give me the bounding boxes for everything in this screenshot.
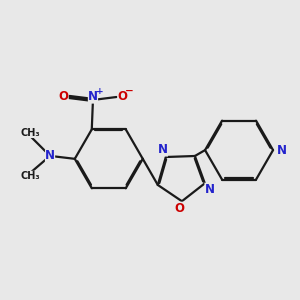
Text: +: + <box>96 87 104 96</box>
Text: N: N <box>205 183 214 196</box>
Text: O: O <box>174 202 184 215</box>
Text: CH₃: CH₃ <box>21 171 40 181</box>
Text: CH₃: CH₃ <box>21 128 40 138</box>
Text: N: N <box>277 144 287 157</box>
Text: N: N <box>88 91 98 103</box>
Text: O: O <box>58 91 68 103</box>
Text: O: O <box>117 91 128 103</box>
Text: N: N <box>45 149 55 162</box>
Text: N: N <box>158 143 168 156</box>
Text: −: − <box>125 86 134 96</box>
